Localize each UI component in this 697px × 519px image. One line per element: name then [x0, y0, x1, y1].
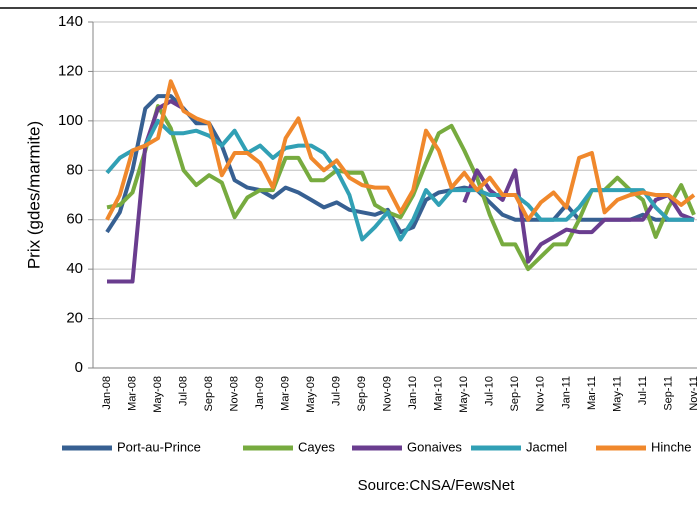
x-tick-label: Nov-10	[535, 376, 547, 411]
series-line	[105, 118, 694, 242]
x-tick-label: Sep-09	[356, 376, 368, 411]
x-tick-label: Sep-11	[662, 376, 674, 411]
y-tick-label: 100	[58, 112, 83, 129]
x-tick-label: Jul-09	[331, 376, 343, 406]
legend-label: Jacmel	[526, 439, 567, 454]
x-tick-label: Mar-08	[126, 376, 138, 411]
y-tick-label: 80	[66, 161, 83, 178]
y-axis-label: Prix (gdes/marmite)	[24, 121, 43, 269]
x-tick-label: Mar-10	[433, 376, 445, 411]
x-tick-label: Mar-09	[280, 376, 292, 411]
y-tick-label: 120	[58, 62, 83, 79]
legend-label: Port-au-Prince	[117, 439, 201, 454]
x-tick-label: Jan-09	[254, 376, 266, 410]
legend-label: Gonaives	[407, 439, 462, 454]
series-line	[105, 79, 696, 222]
x-tick-label: Jan-10	[407, 376, 419, 410]
x-tick-label: May-09	[305, 376, 317, 413]
x-tick-label: Nov-11	[688, 376, 697, 411]
x-tick-label: Nov-09	[382, 376, 394, 411]
source: Source:CNSA/FewsNet	[358, 477, 516, 494]
x-tick-label: May-10	[458, 376, 470, 413]
x-tick-label: Jul-08	[177, 376, 189, 406]
x-tick-label: May-08	[152, 376, 164, 413]
legend-label: Cayes	[298, 439, 335, 454]
x-tick-label: Jan-08	[101, 376, 113, 410]
legend-label: Hinche	[651, 439, 691, 454]
y-tick-label: 40	[66, 260, 83, 277]
y-tick-label: 60	[66, 211, 83, 228]
x-tick-label: Nov-08	[229, 376, 241, 411]
x-tick-label: Jul-11	[637, 376, 649, 405]
x-tick-label: Sep-10	[509, 376, 521, 411]
x-tick-label: Sep-08	[203, 376, 215, 411]
y-tick-label: 0	[75, 359, 83, 376]
x-tick-label: Mar-11	[586, 376, 598, 410]
x-tick-label: May-11	[611, 376, 623, 412]
y-tick-label: 20	[66, 310, 83, 327]
x-tick-label: Jan-11	[560, 376, 572, 409]
y-tick-label: 140	[58, 13, 83, 30]
x-tick-label: Jul-10	[484, 376, 496, 406]
